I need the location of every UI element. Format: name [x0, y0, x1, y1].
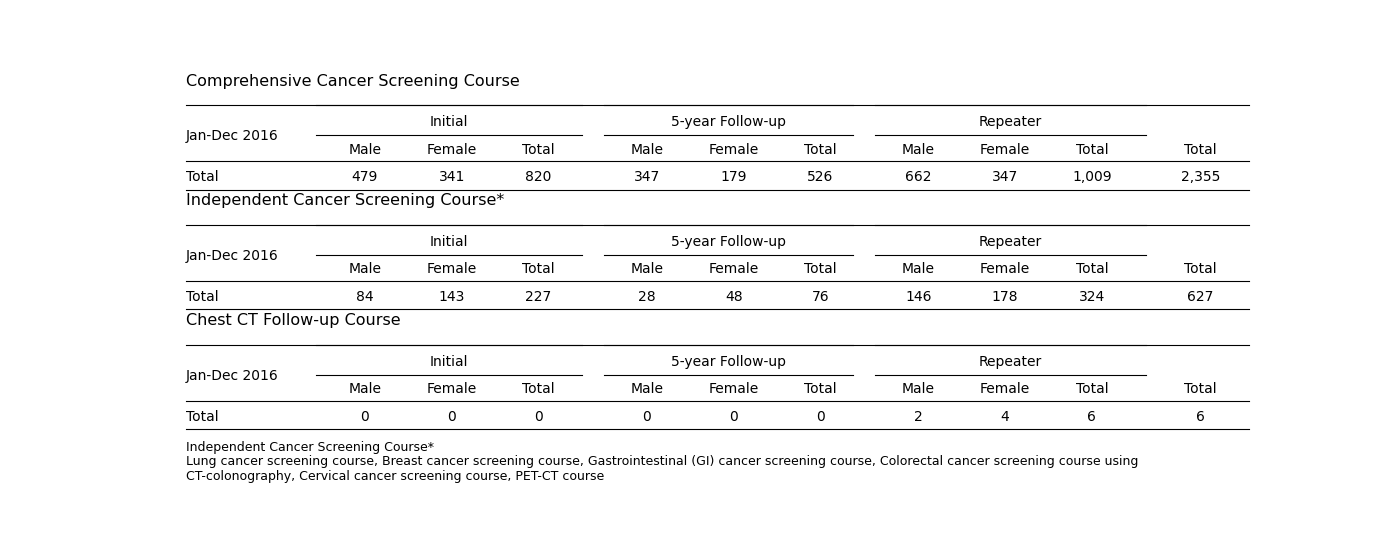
Text: Female: Female	[708, 263, 759, 276]
Text: Total: Total	[186, 170, 218, 184]
Text: Lung cancer screening course, Breast cancer screening course, Gastrointestinal (: Lung cancer screening course, Breast can…	[186, 455, 1138, 468]
Text: 347: 347	[991, 170, 1018, 184]
Text: 28: 28	[638, 290, 655, 304]
Text: Repeater: Repeater	[979, 115, 1042, 129]
Text: Male: Male	[902, 382, 935, 396]
Text: 662: 662	[904, 170, 931, 184]
Text: Total: Total	[804, 382, 837, 396]
Text: Total: Total	[1184, 382, 1217, 396]
Text: 347: 347	[634, 170, 661, 184]
Text: Total: Total	[1075, 382, 1109, 396]
Text: Female: Female	[980, 143, 1030, 157]
Text: Initial: Initial	[430, 355, 468, 369]
Text: 5-year Follow-up: 5-year Follow-up	[671, 355, 785, 369]
Text: Male: Male	[902, 263, 935, 276]
Text: 2: 2	[914, 410, 923, 424]
Text: 0: 0	[361, 410, 370, 424]
Text: Female: Female	[708, 143, 759, 157]
Text: Male: Male	[630, 382, 664, 396]
Text: 48: 48	[725, 290, 742, 304]
Text: 5-year Follow-up: 5-year Follow-up	[671, 115, 785, 129]
Text: Total: Total	[804, 263, 837, 276]
Text: 1,009: 1,009	[1072, 170, 1112, 184]
Text: 6: 6	[1196, 410, 1205, 424]
Text: Total: Total	[1184, 263, 1217, 276]
Text: Total: Total	[1184, 143, 1217, 157]
Text: 820: 820	[525, 170, 552, 184]
Text: 0: 0	[535, 410, 543, 424]
Text: Total: Total	[522, 263, 554, 276]
Text: 324: 324	[1078, 290, 1105, 304]
Text: Initial: Initial	[430, 235, 468, 249]
Text: CT-colonography, Cervical cancer screening course, PET-CT course: CT-colonography, Cervical cancer screeni…	[186, 470, 605, 483]
Text: 146: 146	[904, 290, 931, 304]
Text: Female: Female	[980, 263, 1030, 276]
Text: Male: Male	[349, 263, 381, 276]
Text: Repeater: Repeater	[979, 355, 1042, 369]
Text: 4: 4	[1001, 410, 1009, 424]
Text: Independent Cancer Screening Course*: Independent Cancer Screening Course*	[186, 441, 434, 454]
Text: Repeater: Repeater	[979, 235, 1042, 249]
Text: Male: Male	[630, 263, 664, 276]
Text: 84: 84	[356, 290, 374, 304]
Text: Female: Female	[708, 382, 759, 396]
Text: Total: Total	[804, 143, 837, 157]
Text: Female: Female	[427, 382, 477, 396]
Text: 341: 341	[438, 170, 465, 184]
Text: Jan-Dec 2016: Jan-Dec 2016	[186, 129, 279, 143]
Text: Comprehensive Cancer Screening Course: Comprehensive Cancer Screening Course	[186, 74, 519, 88]
Text: 627: 627	[1187, 290, 1214, 304]
Text: 2,355: 2,355	[1180, 170, 1219, 184]
Text: Female: Female	[427, 143, 477, 157]
Text: Jan-Dec 2016: Jan-Dec 2016	[186, 249, 279, 263]
Text: 6: 6	[1088, 410, 1096, 424]
Text: 76: 76	[812, 290, 829, 304]
Text: Initial: Initial	[430, 115, 468, 129]
Text: Chest CT Follow-up Course: Chest CT Follow-up Course	[186, 313, 400, 328]
Text: 178: 178	[991, 290, 1018, 304]
Text: 227: 227	[525, 290, 552, 304]
Text: Total: Total	[1075, 143, 1109, 157]
Text: Male: Male	[349, 382, 381, 396]
Text: Female: Female	[427, 263, 477, 276]
Text: 0: 0	[643, 410, 651, 424]
Text: Female: Female	[980, 382, 1030, 396]
Text: 0: 0	[816, 410, 825, 424]
Text: Male: Male	[902, 143, 935, 157]
Text: Total: Total	[186, 410, 218, 424]
Text: Total: Total	[522, 382, 554, 396]
Text: Independent Cancer Screening Course*: Independent Cancer Screening Course*	[186, 193, 504, 209]
Text: 179: 179	[721, 170, 748, 184]
Text: 0: 0	[448, 410, 456, 424]
Text: Male: Male	[349, 143, 381, 157]
Text: Total: Total	[186, 290, 218, 304]
Text: Total: Total	[522, 143, 554, 157]
Text: 5-year Follow-up: 5-year Follow-up	[671, 235, 785, 249]
Text: 0: 0	[729, 410, 738, 424]
Text: Male: Male	[630, 143, 664, 157]
Text: Jan-Dec 2016: Jan-Dec 2016	[186, 369, 279, 383]
Text: 479: 479	[351, 170, 378, 184]
Text: 526: 526	[808, 170, 834, 184]
Text: 143: 143	[438, 290, 465, 304]
Text: Total: Total	[1075, 263, 1109, 276]
